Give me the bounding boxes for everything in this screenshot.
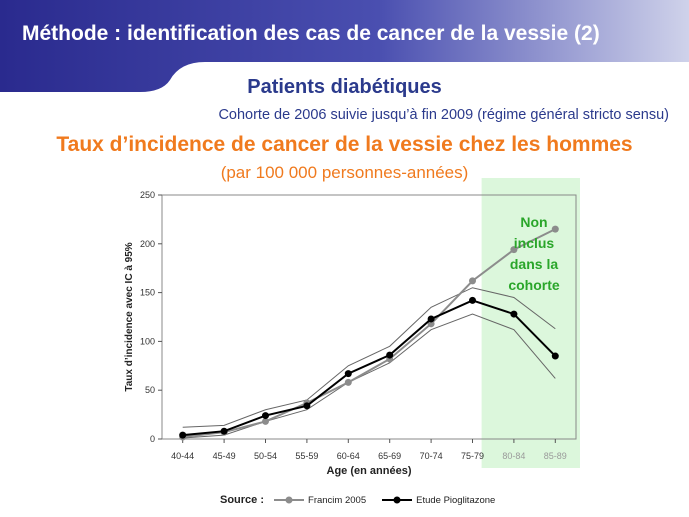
legend-source-label: Source : — [220, 494, 265, 506]
data-point-pioglitazone — [220, 427, 228, 435]
incidence-chart: 0 50 100 150 200 250 40-44 45-49 50-54 55-59 60-64… — [124, 178, 580, 477]
x-tick-label: 70-74 — [420, 451, 443, 461]
y-axis-label: Taux d’incidence avec IC à 95% — [124, 242, 135, 391]
x-tick-label: 80-84 — [502, 451, 525, 461]
x-tick-label: 85-89 — [544, 451, 567, 461]
data-point-pioglitazone — [510, 310, 518, 318]
x-axis-label: Age (en années) — [327, 465, 412, 477]
plot-frame — [161, 194, 577, 440]
data-point-francim — [344, 378, 352, 386]
y-tick-label: 0 — [150, 434, 155, 444]
series-line-pioglitazone — [182, 299, 557, 437]
y-tick-label: 200 — [140, 239, 155, 249]
data-point-pioglitazone — [386, 351, 394, 359]
slide-title: Méthode : identification des cas de canc… — [22, 22, 600, 45]
chart-heading: Taux d’incidence de cancer de la vessie … — [56, 133, 633, 156]
x-tick-label: 55-59 — [295, 451, 318, 461]
header-banner — [0, 0, 689, 92]
legend-marker-pioglitazone — [382, 496, 413, 504]
excluded-note-line: dans la — [509, 256, 559, 272]
data-point-pioglitazone — [179, 431, 187, 439]
excluded-note: Non inclus dans la cohorte — [495, 212, 573, 296]
data-point-pioglitazone — [469, 296, 476, 304]
excluded-note-line: Non — [520, 214, 548, 230]
section-subtitle: Patients diabétiques — [247, 76, 442, 98]
cohort-description: Cohorte de 2006 suivie jusqu’à fin 2009 … — [218, 107, 669, 123]
x-tick-label: 40-44 — [171, 451, 194, 461]
data-point-francim — [427, 320, 435, 328]
series-line-francim — [182, 228, 556, 439]
data-point-francim — [262, 417, 269, 425]
x-tick-label: 65-69 — [378, 451, 401, 461]
slide-header: Méthode : identification des cas de canc… — [0, 0, 689, 95]
data-point-francim — [551, 225, 559, 233]
data-point-francim — [469, 277, 476, 285]
x-tick-label: 45-49 — [213, 451, 236, 461]
excluded-note-line: inclus — [513, 235, 555, 251]
excluded-note-line: cohorte — [508, 277, 560, 293]
y-tick-label: 50 — [145, 385, 155, 395]
legend-label-francim: Francim 2005 — [308, 494, 367, 506]
ci-lower-line — [182, 313, 556, 439]
x-tick-label: 60-64 — [337, 451, 360, 461]
data-point-francim — [510, 246, 518, 254]
data-point-pioglitazone — [303, 402, 311, 410]
y-tick-label: 250 — [140, 190, 155, 200]
x-tick-label: 75-79 — [461, 451, 484, 461]
chart-legend: Source : Francim 2005 Etude Pioglitazone — [220, 491, 511, 509]
y-tick-label: 100 — [140, 336, 155, 346]
data-point-pioglitazone — [262, 412, 269, 420]
excluded-zone — [481, 178, 580, 468]
data-point-pioglitazone — [427, 315, 435, 323]
ci-upper-line — [182, 287, 556, 428]
data-point-pioglitazone — [344, 370, 352, 378]
y-tick-label: 150 — [140, 288, 155, 298]
data-point-pioglitazone — [551, 352, 559, 360]
legend-item-pioglitazone: Etude Pioglitazone — [382, 495, 495, 506]
legend-marker-francim — [274, 496, 305, 504]
x-tick-label: 50-54 — [254, 451, 277, 461]
legend-label-pioglitazone: Etude Pioglitazone — [416, 494, 496, 506]
chart-unit: (par 100 000 personnes-années) — [220, 163, 469, 182]
legend-item-francim: Francim 2005 — [274, 495, 366, 506]
